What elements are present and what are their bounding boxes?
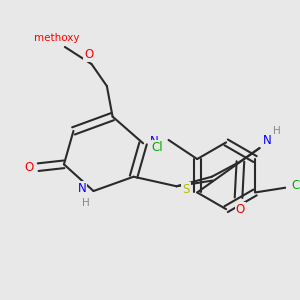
Text: N: N [150,135,159,148]
Text: H: H [82,198,90,208]
Text: O: O [236,203,245,216]
Text: H: H [273,126,280,136]
Text: Cl: Cl [291,179,300,192]
Text: S: S [182,183,190,196]
Text: methoxy: methoxy [34,33,80,43]
Text: O: O [84,48,93,61]
Text: N: N [78,182,86,195]
Text: N: N [263,134,272,147]
Text: O: O [24,161,33,174]
Text: Cl: Cl [151,141,163,154]
